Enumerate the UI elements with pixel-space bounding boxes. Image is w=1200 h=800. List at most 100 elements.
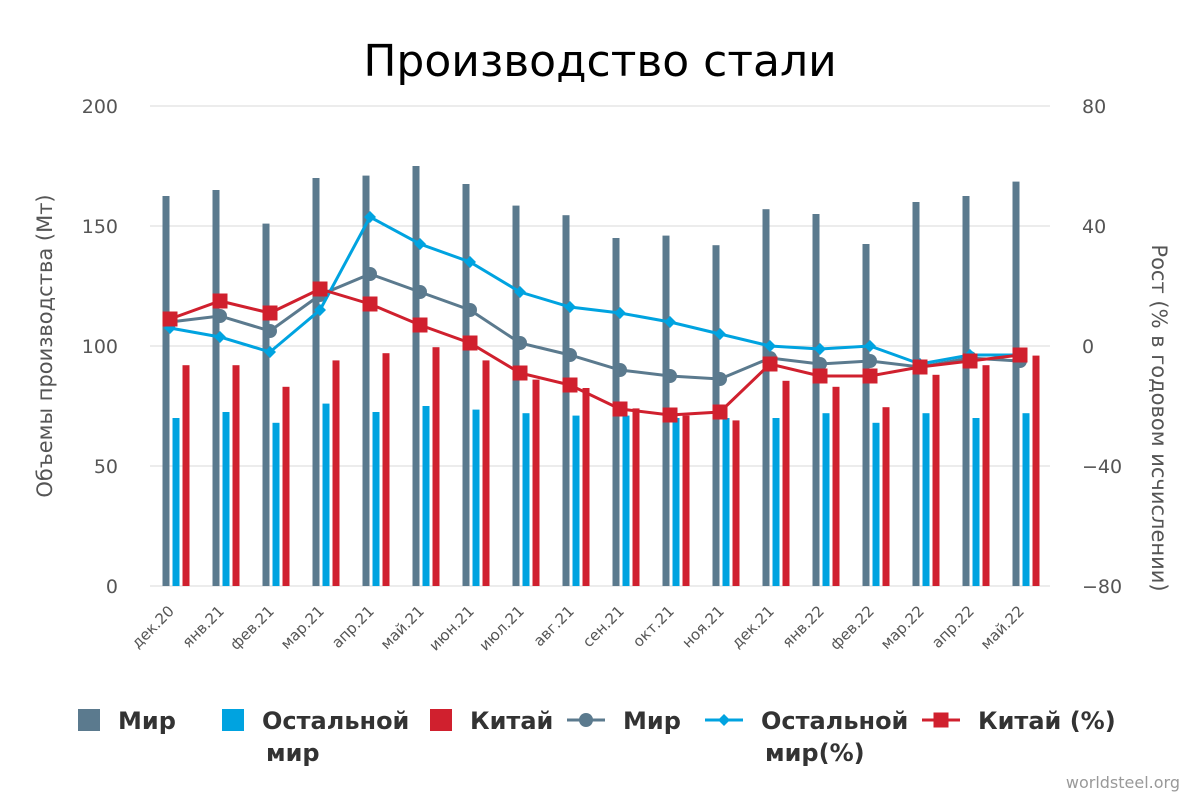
point <box>514 286 526 298</box>
legend-label: Остальной мир <box>262 707 409 767</box>
legend: Мир Остальной мир Китай Мир Остальной мир(%) Ки… <box>78 707 1116 767</box>
point <box>613 363 627 377</box>
y2-tick-label: 40 <box>1082 216 1106 238</box>
lines <box>162 211 1028 423</box>
y-tick-label: 50 <box>94 456 118 478</box>
legend-swatch <box>430 709 452 731</box>
legend-label-line: мир(%) <box>765 739 865 767</box>
bar <box>322 403 330 586</box>
point <box>813 357 827 371</box>
point <box>863 354 877 368</box>
bar <box>282 386 290 586</box>
x-tick-label: окт.21 <box>629 602 678 651</box>
point <box>1012 347 1028 363</box>
source-label: worldsteel.org <box>1066 773 1180 792</box>
point <box>212 293 228 309</box>
legend-item: Китай <box>430 707 553 735</box>
x-tick-label: июн.21 <box>425 602 477 654</box>
bar <box>362 175 370 586</box>
legend-item: Остальной мир(%) <box>705 707 908 767</box>
legend-label: Китай <box>470 707 553 735</box>
bar <box>422 406 430 586</box>
y-tick-label: 200 <box>82 96 118 118</box>
bar <box>762 209 770 586</box>
point <box>714 328 726 340</box>
point <box>513 336 527 350</box>
bar <box>962 196 970 586</box>
x-tick-label: сен.21 <box>579 602 628 651</box>
series-line <box>169 214 1020 366</box>
series-line <box>169 287 1021 417</box>
y2-tick-label: 0 <box>1082 336 1094 358</box>
legend-label-line: Остальной <box>761 707 908 735</box>
y2-tick-label: 80 <box>1082 96 1106 118</box>
point <box>264 346 276 358</box>
gridlines <box>150 105 1050 587</box>
bar <box>332 360 340 586</box>
point <box>562 377 578 393</box>
point <box>362 296 378 312</box>
bar <box>212 190 220 586</box>
y2-axis-label: Рост (% в годовом исчислении) <box>1147 244 1171 591</box>
bar <box>532 379 540 586</box>
legend-label-line: Мир <box>623 707 681 735</box>
bar <box>462 184 470 586</box>
point <box>413 285 427 299</box>
x-tick-label: янв.22 <box>779 602 828 651</box>
legend-label-line: Китай <box>470 707 553 735</box>
point <box>464 256 476 268</box>
bar <box>922 413 930 586</box>
point <box>663 369 677 383</box>
y2-tick-label: −80 <box>1082 576 1122 598</box>
bar <box>1022 413 1030 586</box>
legend-marker <box>579 713 593 727</box>
bar <box>382 353 390 586</box>
x-tick-label: мар.21 <box>277 602 328 653</box>
point <box>312 281 328 297</box>
bar <box>682 415 690 586</box>
y-tick-label: 150 <box>82 216 118 238</box>
point <box>463 303 477 317</box>
x-tick-label: ноя.21 <box>678 602 727 651</box>
point <box>564 301 576 313</box>
legend-label: Остальной мир(%) <box>761 707 908 767</box>
bar <box>482 360 490 586</box>
point <box>162 311 178 327</box>
x-tick-label: янв.21 <box>179 602 228 651</box>
y-axis-ticks: 0 50 100 150 200 <box>82 96 118 598</box>
point <box>563 348 577 362</box>
series-line <box>169 272 1021 381</box>
bar <box>472 409 480 586</box>
x-tick-label: дек.21 <box>728 602 778 652</box>
bar <box>732 420 740 586</box>
bar <box>222 412 230 586</box>
point <box>462 335 478 351</box>
bar <box>522 413 530 586</box>
bar <box>832 386 840 586</box>
bar <box>1032 355 1040 586</box>
x-tick-label: июл.21 <box>476 602 528 654</box>
bar <box>672 418 680 586</box>
bar <box>722 418 730 586</box>
y2-axis-ticks: −80 −40 0 40 80 <box>1082 96 1122 598</box>
point <box>363 267 377 281</box>
x-tick-label: май.21 <box>377 602 428 653</box>
x-tick-label: апр.22 <box>928 602 978 652</box>
point <box>962 353 978 369</box>
bar <box>512 205 520 586</box>
y-axis-label: Объемы производства (Мт) <box>33 194 57 497</box>
x-tick-label: апр.21 <box>328 602 378 652</box>
bar <box>372 412 380 586</box>
legend-label: Китай (%) <box>978 707 1116 735</box>
x-tick-label: авг.21 <box>530 602 578 650</box>
x-tick-label: фев.22 <box>826 602 877 653</box>
legend-swatch <box>222 709 244 731</box>
bar <box>872 422 880 586</box>
point <box>814 343 826 355</box>
bar <box>882 407 890 586</box>
bar <box>432 347 440 586</box>
point <box>662 407 678 423</box>
legend-label-line: Китай (%) <box>978 707 1116 735</box>
